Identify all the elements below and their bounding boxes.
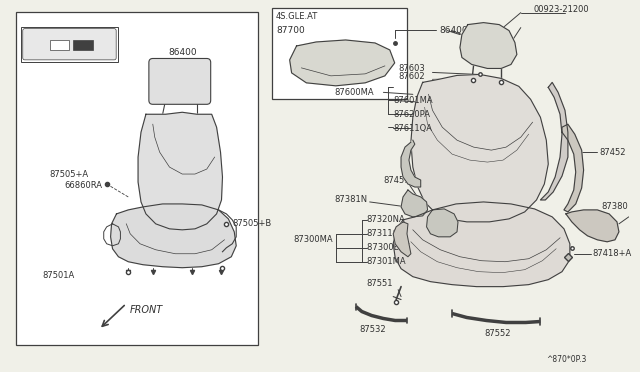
Text: 87505+A: 87505+A xyxy=(50,170,89,179)
Text: 87552: 87552 xyxy=(484,329,511,338)
Bar xyxy=(272,8,407,99)
FancyBboxPatch shape xyxy=(23,29,116,60)
Text: 87532: 87532 xyxy=(360,325,387,334)
Polygon shape xyxy=(401,140,420,187)
Text: 66860RA: 66860RA xyxy=(65,182,102,190)
Text: 87301MA: 87301MA xyxy=(367,257,406,266)
Text: 87380: 87380 xyxy=(601,202,628,211)
Polygon shape xyxy=(290,40,395,86)
Text: 87700: 87700 xyxy=(276,26,305,35)
Polygon shape xyxy=(111,204,236,268)
Polygon shape xyxy=(138,112,223,230)
Polygon shape xyxy=(401,190,428,217)
Text: 87611QA: 87611QA xyxy=(393,124,432,133)
Polygon shape xyxy=(427,209,458,237)
Text: 87501A: 87501A xyxy=(42,271,74,280)
Text: 87600MA: 87600MA xyxy=(334,88,374,97)
Text: 00923-21200: 00923-21200 xyxy=(534,5,589,14)
Text: 86400: 86400 xyxy=(439,26,468,35)
Text: 87320NA: 87320NA xyxy=(367,215,406,224)
Polygon shape xyxy=(540,82,568,200)
Text: ^870*0P.3: ^870*0P.3 xyxy=(547,355,587,364)
Text: 87603: 87603 xyxy=(398,64,425,73)
Bar xyxy=(17,12,258,345)
Text: 87602: 87602 xyxy=(398,72,425,81)
Polygon shape xyxy=(562,124,584,212)
Text: 87452: 87452 xyxy=(599,148,626,157)
Polygon shape xyxy=(411,74,548,222)
Text: FRONT: FRONT xyxy=(130,305,163,315)
Text: 87551: 87551 xyxy=(367,279,393,288)
Text: 87601MA: 87601MA xyxy=(393,96,433,105)
Text: 87311QA: 87311QA xyxy=(367,229,406,238)
Polygon shape xyxy=(566,210,619,242)
Bar xyxy=(73,40,93,50)
Polygon shape xyxy=(393,222,411,257)
Text: 86400: 86400 xyxy=(168,48,196,57)
Text: 4S.GLE.AT: 4S.GLE.AT xyxy=(276,12,318,20)
Bar xyxy=(50,40,70,50)
Text: 87418+A: 87418+A xyxy=(593,249,632,258)
FancyBboxPatch shape xyxy=(149,58,211,104)
Text: 87381N: 87381N xyxy=(334,195,367,205)
Bar xyxy=(20,27,118,62)
Text: 87300E -C: 87300E -C xyxy=(367,243,410,252)
Text: 87451: 87451 xyxy=(383,176,410,185)
Text: 87620PA: 87620PA xyxy=(393,110,430,119)
Polygon shape xyxy=(460,23,517,68)
Text: 87505+B: 87505+B xyxy=(232,219,271,228)
Polygon shape xyxy=(393,202,570,286)
Text: 87300MA: 87300MA xyxy=(293,235,333,244)
